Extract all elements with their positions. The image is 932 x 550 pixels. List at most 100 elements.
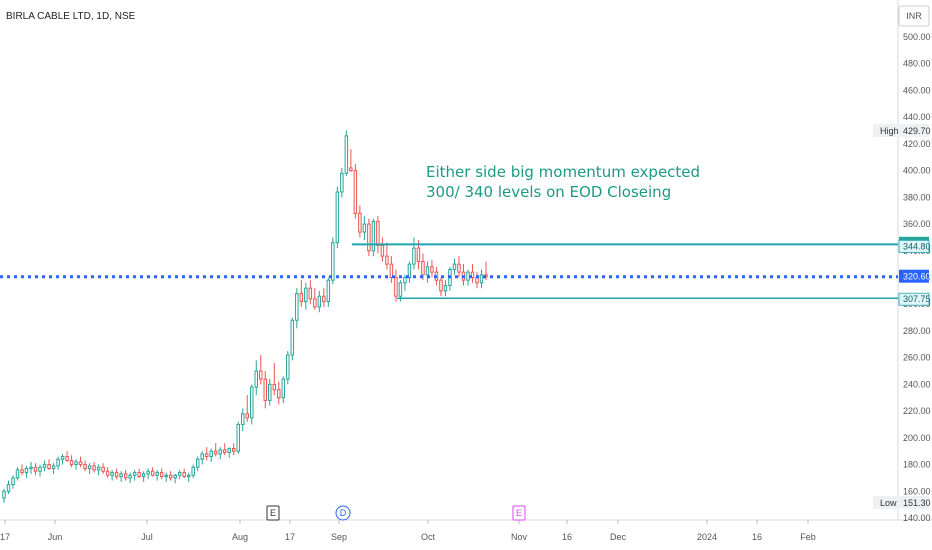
candle-body (241, 413, 245, 425)
candle-body (227, 448, 231, 454)
candle-body (2, 490, 6, 499)
x-tick-label: Oct (421, 532, 436, 542)
candle-body (250, 386, 254, 419)
candle-body (452, 263, 457, 270)
candle-body (56, 458, 60, 467)
candle-body (277, 389, 281, 399)
extreme-price-prefix: High (880, 126, 899, 136)
x-tick-label: Aug (232, 532, 248, 542)
event-marker-label: E (516, 508, 522, 518)
candle-body (439, 279, 443, 292)
y-tick-label: 140.00 (903, 513, 931, 523)
candle-body (11, 477, 15, 486)
y-tick-label: 500.00 (903, 32, 931, 42)
level-price-tag (898, 292, 930, 306)
candle-body (263, 378, 268, 401)
candle-body (398, 282, 403, 297)
candle-body (195, 458, 200, 468)
candle-body (119, 473, 123, 478)
candle-body (213, 450, 218, 455)
candle-body (470, 271, 475, 278)
extreme-price-tag (873, 495, 929, 509)
candle-body (110, 472, 114, 476)
annotation-text: Either side big momentum expected 300/ 34… (426, 163, 700, 201)
y-tick-label: 220.00 (903, 406, 931, 416)
y-tick-label: 440.00 (903, 112, 931, 122)
candle-body (349, 167, 353, 172)
y-tick-label: 260.00 (903, 353, 931, 363)
y-tick-label: 400.00 (903, 166, 931, 176)
candle-body (457, 263, 461, 273)
current-price-tag (899, 269, 929, 283)
candle-body (272, 383, 277, 391)
candle-body (186, 474, 191, 478)
candle-body (105, 470, 110, 476)
y-tick-label: 160.00 (903, 486, 931, 496)
currency-button[interactable] (898, 5, 930, 27)
candle-body (155, 472, 159, 476)
candle-body (412, 247, 416, 265)
candle-body (96, 466, 101, 471)
candle-body (254, 370, 259, 388)
candle-body (150, 470, 155, 476)
level-price-text: 307.75 (903, 294, 931, 304)
y-tick-label: 380.00 (903, 192, 931, 202)
extreme-price-text: 429.70 (903, 126, 931, 136)
candle-body (6, 484, 11, 492)
annotation-line: Either side big momentum expected (426, 163, 700, 181)
candle-body (326, 279, 331, 303)
extreme-price-prefix: Low (880, 498, 897, 508)
candle-body (231, 448, 236, 452)
candle-body (425, 266, 430, 276)
candle-body (128, 474, 132, 479)
x-axis: 17 Jun Jul Aug 17 Sep Oct Nov 16 Dec 2024 16 Feb (0, 520, 816, 542)
candle-body (168, 474, 173, 479)
candle-body (38, 466, 42, 472)
annotation-line: 300/ 340 levels on EOD Closeing (426, 183, 671, 201)
currency-label: INR (906, 11, 922, 21)
candle-body (42, 464, 47, 468)
event-marker-label: E (270, 508, 276, 518)
candle-body (308, 287, 313, 300)
candle-body (200, 453, 204, 460)
candle-body (132, 472, 137, 476)
candle-body (92, 465, 96, 471)
candle-body (475, 277, 479, 284)
candle-body (164, 474, 168, 478)
candle-body (407, 263, 412, 278)
candles (2, 130, 488, 503)
candle-body (74, 461, 78, 466)
earnings-marker (266, 505, 280, 521)
candle-body (344, 135, 349, 174)
candle-body (358, 212, 362, 233)
candle-body (367, 223, 371, 252)
candle-body (173, 474, 177, 479)
candle-body (60, 456, 65, 460)
candle-body (218, 449, 222, 455)
y-tick-label: 280.00 (903, 326, 931, 336)
x-tick-label: Sep (331, 532, 347, 542)
extreme-price-tag (873, 123, 929, 137)
candle-body (78, 461, 83, 466)
x-tick-label: Dec (610, 532, 627, 542)
candle-body (101, 466, 105, 472)
candle-body (479, 274, 484, 284)
x-tick-label: Jun (48, 532, 63, 542)
candle-body (236, 423, 240, 452)
candle-body (182, 472, 186, 478)
candle-body (245, 413, 249, 419)
x-tick-label: Nov (511, 532, 528, 542)
candle-body (204, 453, 209, 458)
candle-body (304, 287, 308, 303)
price-labels: High429.70345.25320.60Low151.30344.80307… (873, 123, 931, 509)
x-tick-label: 2024 (697, 532, 717, 542)
candle-body (331, 242, 335, 281)
x-tick-label: 17 (0, 532, 10, 542)
candle-body (15, 469, 20, 479)
candle-body (389, 263, 394, 278)
y-tick-label: 480.00 (903, 59, 931, 69)
y-tick-label: 180.00 (903, 460, 931, 470)
